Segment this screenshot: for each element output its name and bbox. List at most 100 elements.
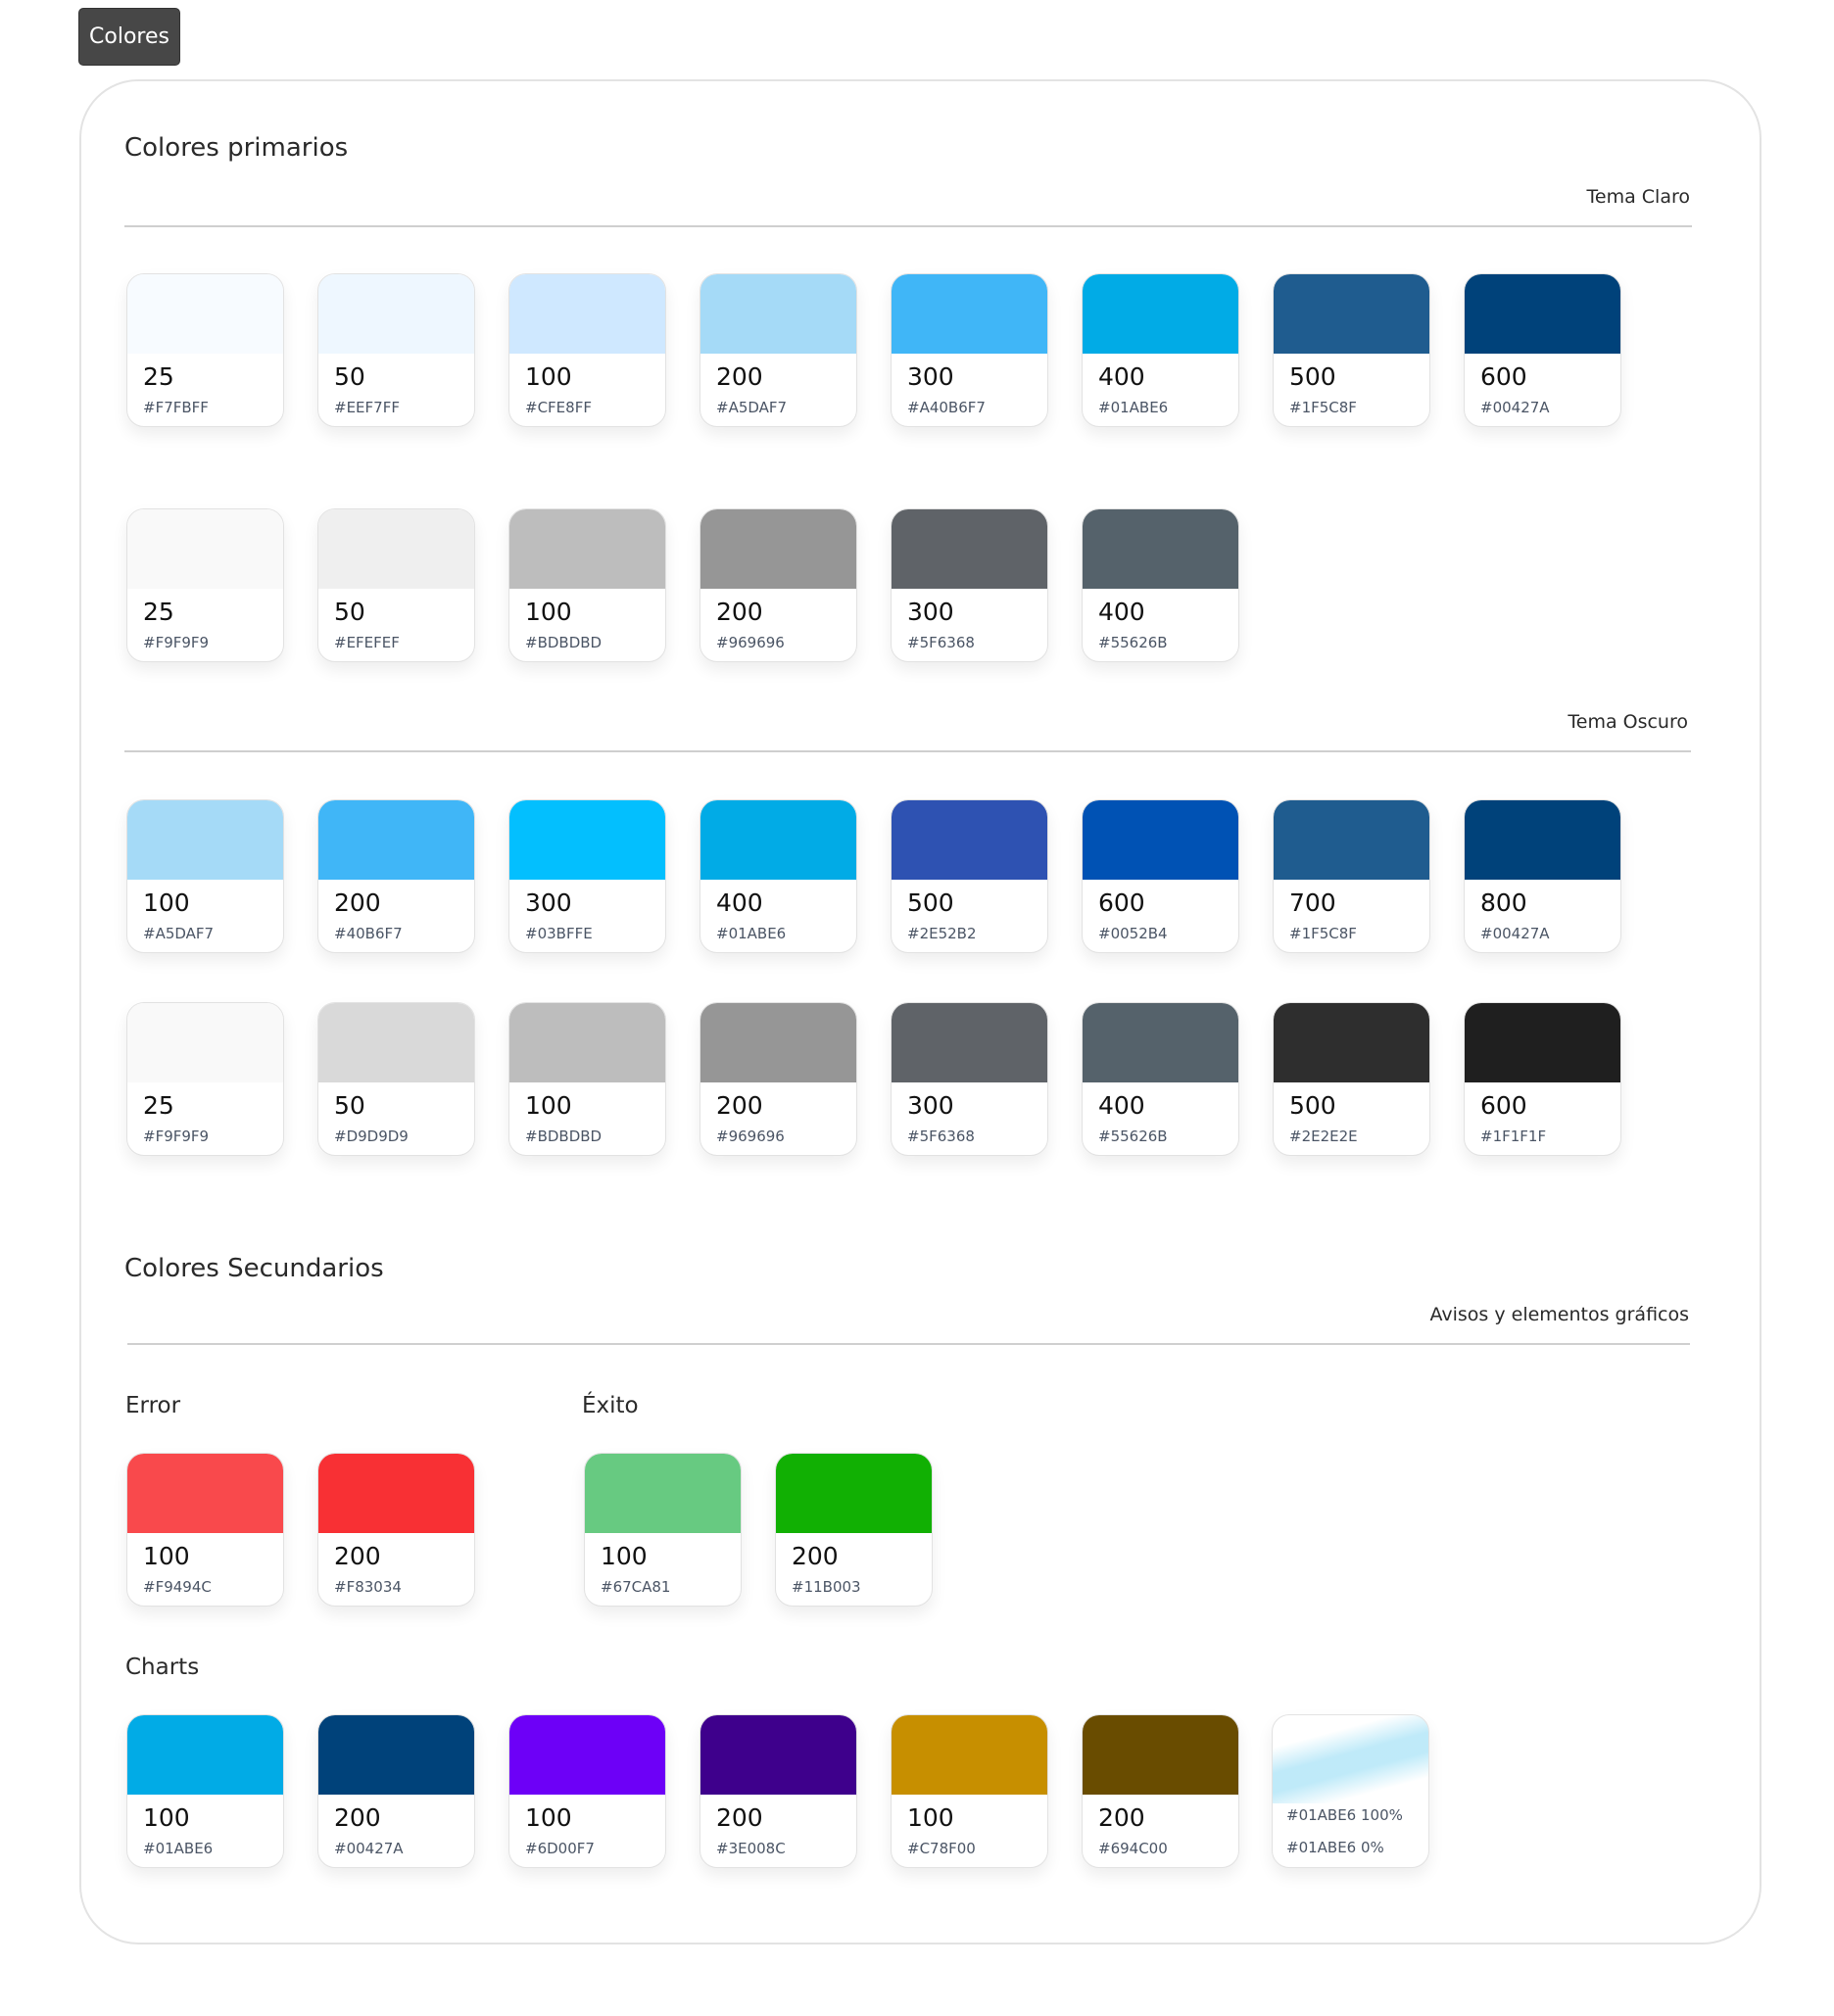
secondary-label: Avisos y elementos gráficos — [1429, 1304, 1689, 1325]
color-swatch-card[interactable]: 300 #5F6368 — [891, 1002, 1048, 1156]
shade-label: 100 — [143, 1542, 190, 1570]
color-swatch-card[interactable]: 400 #55626B — [1082, 508, 1239, 662]
shade-label: 200 — [334, 1542, 381, 1570]
color-swatch — [127, 1454, 283, 1533]
color-swatch-card[interactable]: 25 #F9F9F9 — [126, 508, 284, 662]
color-swatch-card[interactable]: 300 #5F6368 — [891, 508, 1048, 662]
hex-code: #969696 — [716, 1128, 785, 1145]
hex-code: #1F5C8F — [1289, 399, 1357, 416]
color-swatch-card[interactable]: 700 #1F5C8F — [1273, 799, 1430, 953]
color-swatch-card[interactable]: 200 #00427A — [317, 1714, 475, 1868]
color-swatch-card[interactable]: 600 #1F1F1F — [1464, 1002, 1621, 1156]
hex-code: #C78F00 — [907, 1840, 976, 1857]
color-swatch — [1465, 1003, 1620, 1082]
color-swatch-card[interactable]: 25 #F7FBFF — [126, 273, 284, 427]
shade-label: 100 — [525, 1091, 572, 1120]
color-swatch — [318, 800, 474, 880]
color-swatch — [318, 1715, 474, 1795]
shade-label: 50 — [334, 598, 365, 626]
color-swatch-card[interactable]: 100 #BDBDBD — [508, 1002, 666, 1156]
hex-code: #F83034 — [334, 1578, 402, 1596]
color-swatch-card[interactable]: 100 #C78F00 — [891, 1714, 1048, 1868]
color-swatch — [318, 509, 474, 589]
color-swatch-card[interactable]: 100 #01ABE6 — [126, 1714, 284, 1868]
color-swatch-card[interactable]: 50 #EEF7FF — [317, 273, 475, 427]
color-swatch-card[interactable]: 400 #01ABE6 — [700, 799, 857, 953]
hex-code: #40B6F7 — [334, 925, 403, 942]
color-swatch — [509, 800, 665, 880]
color-swatch-card[interactable]: 400 #55626B — [1082, 1002, 1239, 1156]
shade-label: 100 — [525, 598, 572, 626]
color-swatch-card[interactable]: 100 #CFE8FF — [508, 273, 666, 427]
shade-label: 200 — [716, 598, 763, 626]
color-swatch-card[interactable]: 100 #6D00F7 — [508, 1714, 666, 1868]
gradient-swatch-card[interactable]: #01ABE6 100% #01ABE6 0% — [1272, 1714, 1429, 1868]
color-swatch-card[interactable]: 200 #969696 — [700, 1002, 857, 1156]
shade-label: 200 — [716, 362, 763, 391]
color-swatch-card[interactable]: 200 #F83034 — [317, 1453, 475, 1607]
gradient-swatch — [1273, 1715, 1428, 1803]
color-swatch-card[interactable]: 100 #BDBDBD — [508, 508, 666, 662]
color-swatch-card[interactable]: 600 #0052B4 — [1082, 799, 1239, 953]
hex-code: #969696 — [716, 634, 785, 651]
gradient-end: #01ABE6 0% — [1286, 1839, 1384, 1856]
color-swatch — [127, 800, 283, 880]
shade-label: 300 — [907, 362, 954, 391]
color-swatch — [509, 1003, 665, 1082]
shade-label: 400 — [716, 888, 763, 917]
shade-label: 100 — [143, 1803, 190, 1832]
color-swatch-card[interactable]: 50 #D9D9D9 — [317, 1002, 475, 1156]
color-swatch — [700, 274, 856, 354]
color-swatch-card[interactable]: 500 #2E52B2 — [891, 799, 1048, 953]
shade-label: 200 — [716, 1803, 763, 1832]
color-swatch-card[interactable]: 200 #40B6F7 — [317, 799, 475, 953]
shade-label: 100 — [601, 1542, 648, 1570]
hex-code: #67CA81 — [601, 1578, 671, 1596]
hex-code: #A40B6F7 — [907, 399, 986, 416]
hex-code: #5F6368 — [907, 634, 975, 651]
hex-code: #1F1F1F — [1480, 1128, 1547, 1145]
hex-code: #11B003 — [792, 1578, 861, 1596]
hex-code: #3E008C — [716, 1840, 786, 1857]
hex-code: #BDBDBD — [525, 634, 603, 651]
shade-label: 300 — [907, 1091, 954, 1120]
gradient-start: #01ABE6 100% — [1286, 1806, 1403, 1824]
color-swatch-card[interactable]: 300 #03BFFE — [508, 799, 666, 953]
shade-label: 300 — [525, 888, 572, 917]
color-swatch-card[interactable]: 200 #11B003 — [775, 1453, 933, 1607]
shade-label: 400 — [1098, 1091, 1145, 1120]
hex-code: #01ABE6 — [1098, 399, 1169, 416]
color-swatch-card[interactable]: 200 #969696 — [700, 508, 857, 662]
shade-label: 200 — [334, 1803, 381, 1832]
shade-label: 100 — [525, 362, 572, 391]
color-swatch — [318, 1454, 474, 1533]
hex-code: #00427A — [1480, 399, 1550, 416]
shade-label: 200 — [1098, 1803, 1145, 1832]
color-swatch-card[interactable]: 600 #00427A — [1464, 273, 1621, 427]
hex-code: #A5DAF7 — [143, 925, 215, 942]
color-swatch-card[interactable]: 100 #A5DAF7 — [126, 799, 284, 953]
color-swatch-card[interactable]: 500 #1F5C8F — [1273, 273, 1430, 427]
color-swatch — [892, 1715, 1047, 1795]
color-swatch-card[interactable]: 200 #3E008C — [700, 1714, 857, 1868]
colors-panel — [79, 79, 1762, 1944]
color-swatch-card[interactable]: 300 #A40B6F7 — [891, 273, 1048, 427]
tab-colores[interactable]: Colores — [78, 8, 180, 66]
shade-label: 100 — [143, 888, 190, 917]
color-swatch-card[interactable]: 25 #F9F9F9 — [126, 1002, 284, 1156]
color-swatch-card[interactable]: 200 #A5DAF7 — [700, 273, 857, 427]
color-swatch-card[interactable]: 100 #F9494C — [126, 1453, 284, 1607]
color-swatch-card[interactable]: 400 #01ABE6 — [1082, 273, 1239, 427]
color-swatch-card[interactable]: 500 #2E2E2E — [1273, 1002, 1430, 1156]
color-swatch — [1083, 1715, 1238, 1795]
hex-code: #694C00 — [1098, 1840, 1168, 1857]
color-swatch-card[interactable]: 200 #694C00 — [1082, 1714, 1239, 1868]
color-swatch — [892, 1003, 1047, 1082]
color-swatch-card[interactable]: 100 #67CA81 — [584, 1453, 742, 1607]
shade-label: 400 — [1098, 362, 1145, 391]
color-swatch — [892, 800, 1047, 880]
color-swatch-card[interactable]: 50 #EFEFEF — [317, 508, 475, 662]
hex-code: #A5DAF7 — [716, 399, 788, 416]
color-swatch — [127, 509, 283, 589]
color-swatch-card[interactable]: 800 #00427A — [1464, 799, 1621, 953]
